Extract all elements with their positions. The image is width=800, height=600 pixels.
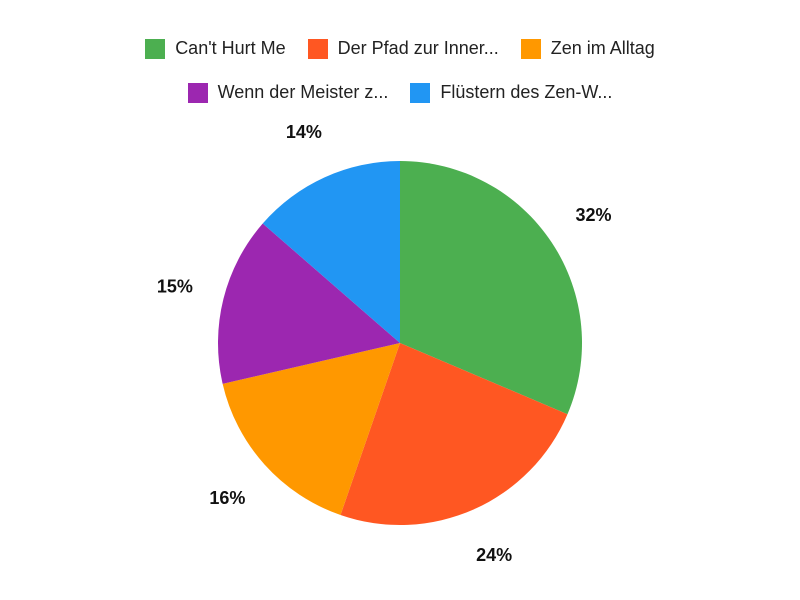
legend-swatch <box>307 38 328 59</box>
pie-slice[interactable] <box>262 161 400 343</box>
pie-slice[interactable] <box>400 161 582 415</box>
legend-label: Flüstern des Zen-W... <box>440 82 613 102</box>
data-label: 16% <box>209 488 245 508</box>
legend-swatch <box>410 82 431 103</box>
legend-row-2: Wenn der Meister z... Flüstern des Zen-W… <box>0 82 800 103</box>
legend-row-1: Can't Hurt Me Der Pfad zur Inner... Zen … <box>0 38 800 59</box>
data-label: 32% <box>575 205 611 225</box>
legend-label: Wenn der Meister z... <box>217 82 389 102</box>
legend-item[interactable]: Wenn der Meister z... <box>187 82 389 103</box>
data-label: 24% <box>476 545 512 565</box>
legend-label: Zen im Alltag <box>550 38 655 58</box>
legend-item[interactable]: Zen im Alltag <box>520 38 655 59</box>
legend-item[interactable]: Der Pfad zur Inner... <box>307 38 499 59</box>
pie-slice[interactable] <box>218 223 400 384</box>
legend-swatch <box>187 82 208 103</box>
data-label: 14% <box>286 122 322 142</box>
legend-swatch <box>520 38 541 59</box>
pie-slice[interactable] <box>340 343 568 525</box>
legend-label: Can't Hurt Me <box>175 38 286 58</box>
legend-label: Der Pfad zur Inner... <box>337 38 499 58</box>
data-label: 15% <box>157 277 193 297</box>
pie-slice[interactable] <box>222 343 400 516</box>
legend-swatch <box>145 38 166 59</box>
legend-item[interactable]: Can't Hurt Me <box>145 38 286 59</box>
legend-item[interactable]: Flüstern des Zen-W... <box>410 82 612 103</box>
